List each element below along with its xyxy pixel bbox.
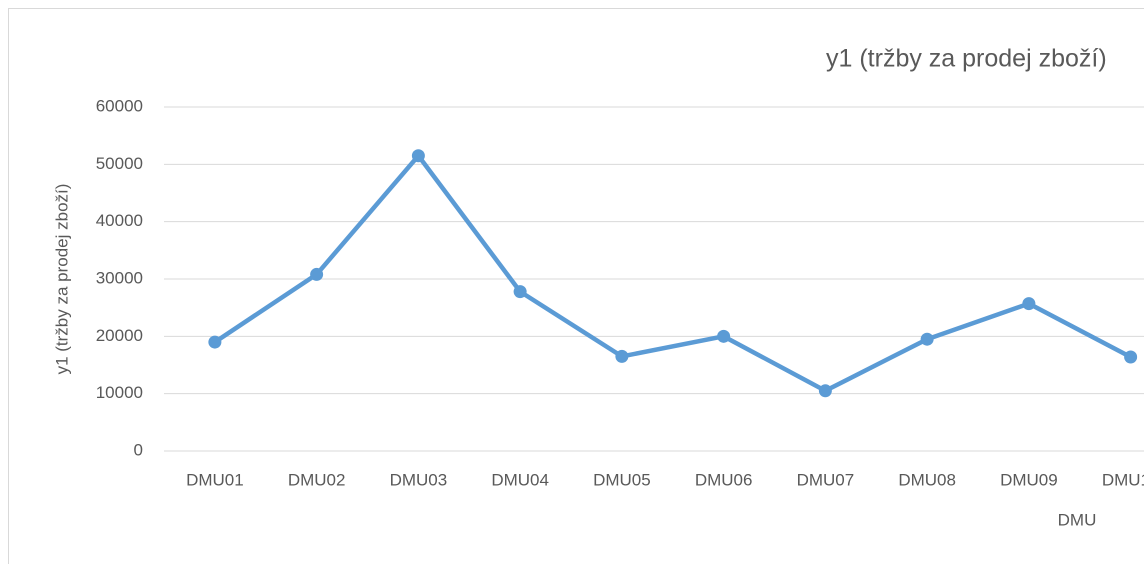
x-tick-label: DMU05 [593,470,651,489]
x-tick-label: DMU02 [288,470,346,489]
point [1022,297,1036,311]
point [411,149,425,163]
y-tick-label: 0 [134,440,143,459]
y-tick-label: 60000 [96,96,143,115]
y-axis-title: y1 (tržby za prodej zboží) [52,184,71,375]
point [1124,350,1138,364]
y-tick-label: 30000 [96,268,143,287]
x-tick-label: DMU08 [898,470,956,489]
chart-title: y1 (tržby za prodej zboží) [826,45,1107,73]
x-tick-label: DMU10 [1102,470,1144,489]
x-tick-label: DMU09 [1000,470,1058,489]
point [310,267,324,281]
x-tick-label: DMU07 [797,470,855,489]
point [717,329,731,343]
chart-border [8,8,1144,564]
x-axis-title: DMU [1058,510,1097,529]
x-tick-label: DMU04 [491,470,549,489]
y-tick-label: 20000 [96,326,143,345]
x-tick-label: DMU01 [186,470,244,489]
y-tick-label: 10000 [96,383,143,402]
point [208,335,222,349]
series-line [213,153,1132,394]
y-tick-label: 50000 [96,154,143,173]
point [513,285,527,299]
x-tick-label: DMU06 [695,470,753,489]
y-tick-label: 40000 [96,211,143,230]
point [615,349,629,363]
point [818,384,832,398]
x-tick-label: DMU03 [390,470,448,489]
point [920,332,934,346]
